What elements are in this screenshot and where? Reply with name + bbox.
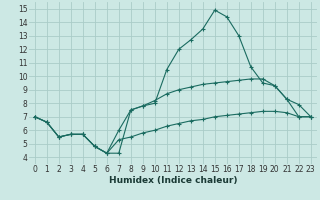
X-axis label: Humidex (Indice chaleur): Humidex (Indice chaleur)	[108, 176, 237, 185]
